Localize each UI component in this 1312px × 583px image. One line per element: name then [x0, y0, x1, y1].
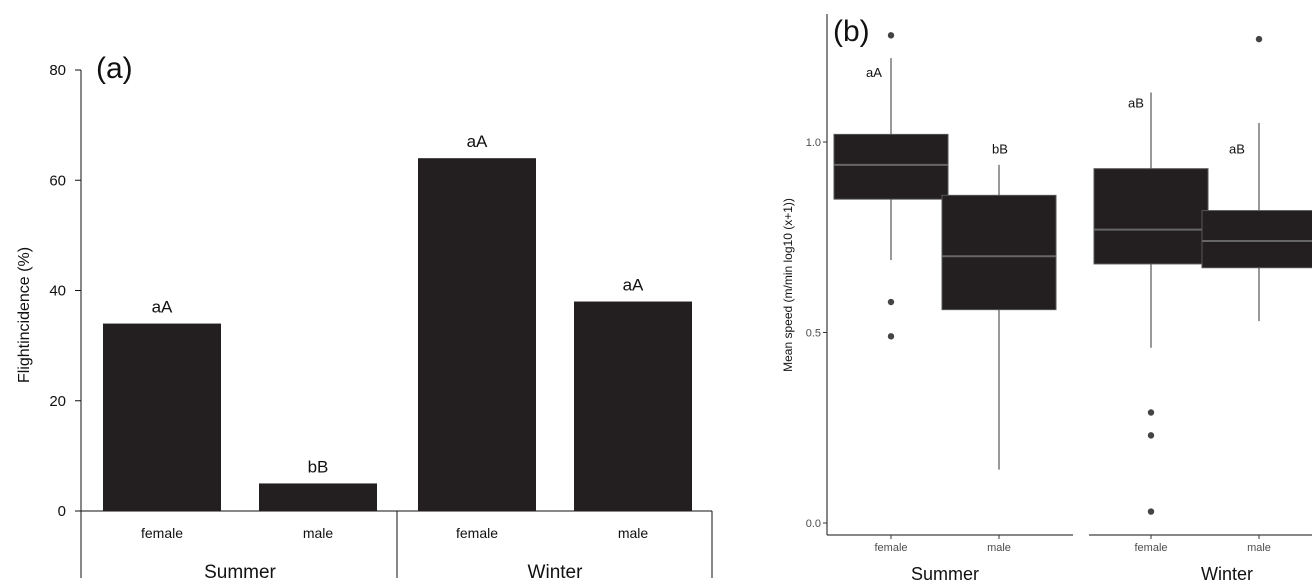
bar-3 [574, 301, 692, 511]
outlier-0-1 [887, 298, 895, 306]
outlier-3-0 [1255, 35, 1263, 43]
chart-a-flight-incidence: (a) Flightincidence (%) 0 20 40 60 80 aA femal… [16, 52, 713, 583]
y-axis-label-b: Mean speed (m/min log10 (x+1)) [781, 198, 795, 372]
outlier-2-1 [1147, 432, 1155, 439]
category-label-b-0: female [874, 542, 907, 554]
box-annotation-2: aB [1128, 96, 1144, 111]
y-tick-label-a: 20 [49, 393, 66, 410]
outlier-2-0 [1147, 409, 1155, 416]
bar-annotation-1: bB [308, 457, 329, 476]
category-label-0: female [141, 525, 183, 541]
category-label-2: female [456, 525, 498, 541]
boxes-b [833, 32, 1312, 515]
y-tick-label-a: 0 [58, 503, 66, 520]
box-1 [941, 194, 1057, 311]
box-annotation-1: bB [992, 141, 1008, 156]
category-label-3: male [618, 525, 649, 541]
box-0 [833, 133, 949, 200]
panel-label-b: (b) [833, 15, 870, 48]
labels-b: 0.0 0.5 1.0 female male female male aA bB aB aB Sum… [806, 65, 1271, 583]
y-tick-label-b: 0.5 [806, 328, 821, 340]
box-3 [1201, 210, 1312, 269]
facet-label-0: Summer [911, 564, 979, 583]
category-label-b-2: female [1134, 542, 1167, 554]
bar-1 [259, 483, 377, 511]
outlier-0-0 [887, 32, 895, 39]
bar-0 [103, 323, 221, 511]
category-label-1: male [303, 525, 334, 541]
y-tick-label-b: 1.0 [806, 137, 821, 149]
bars-a [103, 158, 692, 511]
box-annotation-0: aA [866, 65, 882, 80]
category-label-b-1: male [987, 542, 1011, 554]
bar-annotation-3: aA [623, 276, 644, 295]
group-label-0: Summer [204, 562, 276, 583]
y-tick-label-a: 40 [49, 283, 66, 300]
y-tick-label-a: 80 [49, 62, 66, 79]
outlier-0-2 [887, 333, 895, 340]
y-tick-label-a: 60 [49, 172, 66, 189]
labels-a: 0 20 40 60 80 aA female bB male aA female aA male Sum… [49, 62, 648, 583]
chart-b-mean-speed: (b) Mean speed (m/min log10 (x+1)) 0.00.… [781, 14, 1312, 583]
bar-annotation-0: aA [152, 298, 173, 317]
y-axis-label-a: Flightincidence (%) [16, 247, 33, 383]
category-label-b-3: male [1247, 542, 1271, 554]
outlier-2-2 [1147, 508, 1155, 515]
panel-label-a: (a) [96, 52, 133, 85]
axes-b [823, 14, 1312, 539]
bar-2 [418, 158, 536, 511]
box-2 [1093, 168, 1209, 265]
y-tick-label-b: 0.0 [806, 518, 821, 530]
group-label-1: Winter [528, 562, 584, 583]
bar-annotation-2: aA [467, 132, 488, 151]
facet-label-1: Winter [1201, 564, 1253, 583]
box-annotation-3: aB [1229, 141, 1245, 156]
